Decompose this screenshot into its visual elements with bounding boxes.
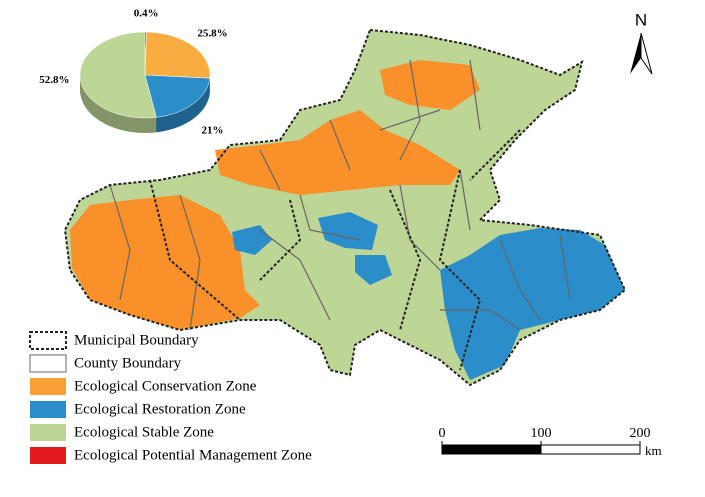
pie-slice xyxy=(144,31,211,79)
scale-tick-label: 100 xyxy=(531,426,552,441)
restoration-area xyxy=(440,228,625,380)
scale-tick-label: 200 xyxy=(630,426,651,441)
pie-label: 25.8% xyxy=(197,28,227,40)
pie-label: 52.8% xyxy=(39,74,69,86)
conservation-area xyxy=(380,60,480,110)
legend-swatch xyxy=(30,401,66,418)
legend-label: County Boundary xyxy=(74,355,182,371)
legend-swatch xyxy=(29,354,67,373)
pie-chart: 0.4% 25.8% 21% 52.8% xyxy=(39,8,227,137)
county-boundary xyxy=(109,59,571,331)
legend-label: Municipal Boundary xyxy=(74,332,199,348)
north-arrow: N xyxy=(630,10,653,75)
legend-label: Ecological Potential Management Zone xyxy=(74,447,312,463)
legend-label: Ecological Conservation Zone xyxy=(74,378,257,394)
restoration-area xyxy=(318,212,378,250)
scale-segment xyxy=(540,444,641,455)
legend-swatch xyxy=(30,424,66,441)
legend-swatch xyxy=(30,447,66,464)
pie-slice xyxy=(79,31,157,119)
scale-bar: 0 100 200 km xyxy=(439,426,662,458)
pie-label: 21% xyxy=(201,124,223,136)
conservation-area xyxy=(70,195,260,330)
legend-swatch xyxy=(30,378,66,395)
legend-swatch xyxy=(29,331,67,350)
north-label: N xyxy=(635,10,647,29)
legend: Municipal Boundary County Boundary Ecologi… xyxy=(29,331,312,464)
scale-tick-label: 0 xyxy=(439,426,446,441)
pie-slice xyxy=(144,74,211,118)
legend-label: Ecological Stable Zone xyxy=(74,424,214,440)
restoration-area xyxy=(232,225,272,255)
scale-unit: km xyxy=(645,443,662,458)
municipal-boundary xyxy=(63,28,627,387)
map xyxy=(63,28,627,387)
pie-label: 0.4% xyxy=(134,8,159,20)
conservation-area xyxy=(215,110,460,195)
scale-segment xyxy=(441,444,542,455)
restoration-area xyxy=(355,255,392,285)
legend-label: Ecological Restoration Zone xyxy=(74,401,246,417)
north-arrow-left xyxy=(630,33,641,74)
north-arrow-right xyxy=(640,32,653,75)
